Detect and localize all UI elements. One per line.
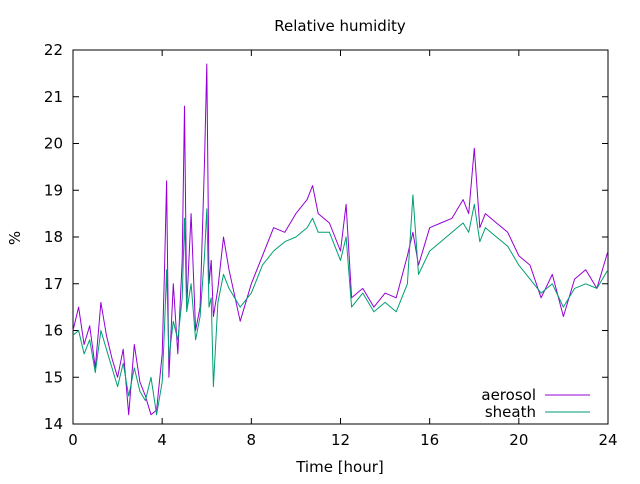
x-tick-label: 16 [420, 431, 439, 449]
x-tick-label: 4 [157, 431, 167, 449]
y-tick-label: 15 [44, 368, 63, 386]
x-tick-label: 20 [509, 431, 528, 449]
axes: 0 4 8 12 16 20 24 14 15 16 17 18 19 20 21 22 [44, 41, 618, 449]
y-tick-label: 20 [44, 135, 63, 153]
x-tick-label: 8 [247, 431, 257, 449]
y-tick-label: 17 [44, 275, 63, 293]
y-tick-label: 21 [44, 88, 63, 106]
y-tick-label: 22 [44, 41, 63, 59]
y-tick-label: 19 [44, 181, 63, 199]
y-axis-label: % [6, 231, 24, 245]
x-axis-label: Time [hour] [295, 458, 384, 476]
y-tick-label: 16 [44, 322, 63, 340]
x-tick-label: 12 [331, 431, 350, 449]
y-tick-label: 18 [44, 228, 63, 246]
series-layer [72, 63, 609, 416]
y-tick-label: 14 [44, 415, 63, 433]
chart-title: Relative humidity [274, 17, 406, 35]
series-line-aerosol [72, 63, 609, 416]
x-tick-label: 0 [68, 431, 78, 449]
legend-label-sheath: sheath [485, 403, 536, 421]
legend-label-aerosol: aerosol [481, 386, 536, 404]
x-tick-label: 24 [598, 431, 617, 449]
series-line-sheath [72, 194, 609, 416]
